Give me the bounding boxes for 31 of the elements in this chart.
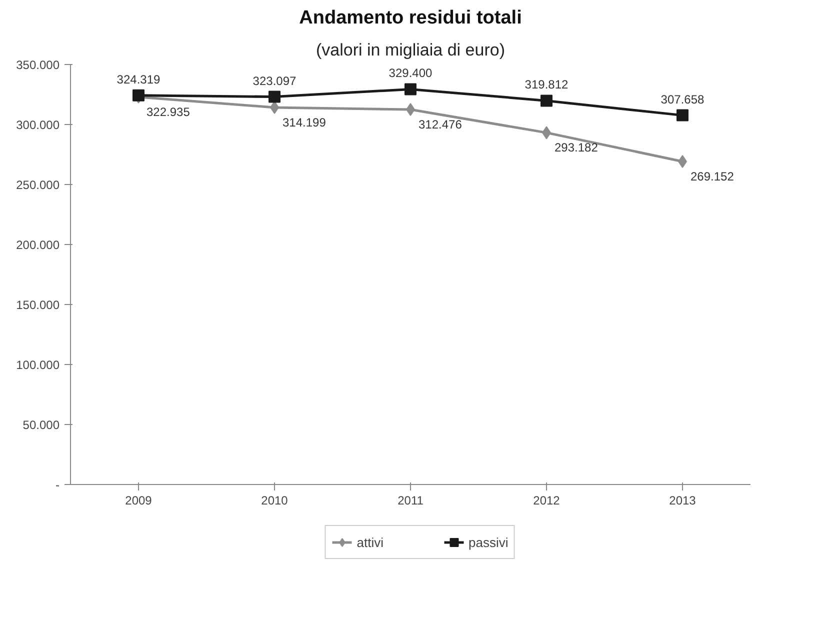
data-label: 324.319 — [116, 72, 161, 86]
x-tick-label: 2013 — [669, 494, 696, 508]
data-label: 293.182 — [554, 140, 598, 155]
y-tick-label: 300.000 — [16, 118, 60, 132]
y-tick-label: 200.000 — [16, 238, 60, 252]
chart-subtitle: (valori in migliaia di euro) — [316, 40, 505, 60]
y-tick-label: - — [56, 478, 60, 492]
x-tick-label: 2011 — [398, 494, 424, 508]
point — [540, 94, 552, 107]
chart-title: Andamento residui totali — [299, 8, 522, 28]
data-label: 323.097 — [252, 74, 297, 88]
y-tick-label: 50.000 — [22, 418, 60, 432]
data-label: 322.935 — [146, 104, 190, 119]
point — [268, 90, 280, 103]
y-tick-label: 250.000 — [16, 178, 60, 192]
data-label: 319.812 — [524, 78, 569, 92]
y-tick-label: 350.000 — [16, 58, 60, 72]
legend-label: passivi — [468, 534, 508, 550]
data-label: 307.658 — [660, 92, 705, 106]
x-tick-label: 2012 — [533, 494, 560, 508]
point — [404, 83, 416, 96]
legend-label: attivi — [356, 534, 384, 550]
y-tick-label: 150.000 — [16, 298, 60, 312]
data-label: 314.199 — [282, 115, 326, 130]
y-tick-label: 100.000 — [16, 358, 60, 372]
data-label: 329.400 — [388, 66, 433, 80]
x-tick-label: 2009 — [125, 494, 152, 508]
data-label: 312.476 — [418, 118, 462, 132]
point — [676, 109, 688, 122]
x-tick-label: 2010 — [261, 494, 288, 508]
data-label: 269.152 — [690, 170, 734, 184]
